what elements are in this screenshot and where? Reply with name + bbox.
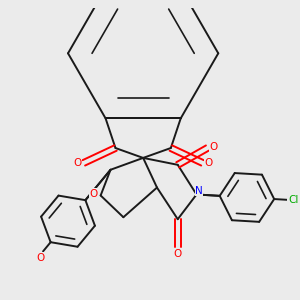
Text: O: O [210,142,218,152]
Text: N: N [195,186,203,196]
Text: O: O [205,158,213,168]
Text: O: O [174,249,182,259]
Text: O: O [36,253,44,263]
Text: Cl: Cl [289,195,299,205]
Text: O: O [73,158,81,168]
Text: O: O [89,189,98,199]
